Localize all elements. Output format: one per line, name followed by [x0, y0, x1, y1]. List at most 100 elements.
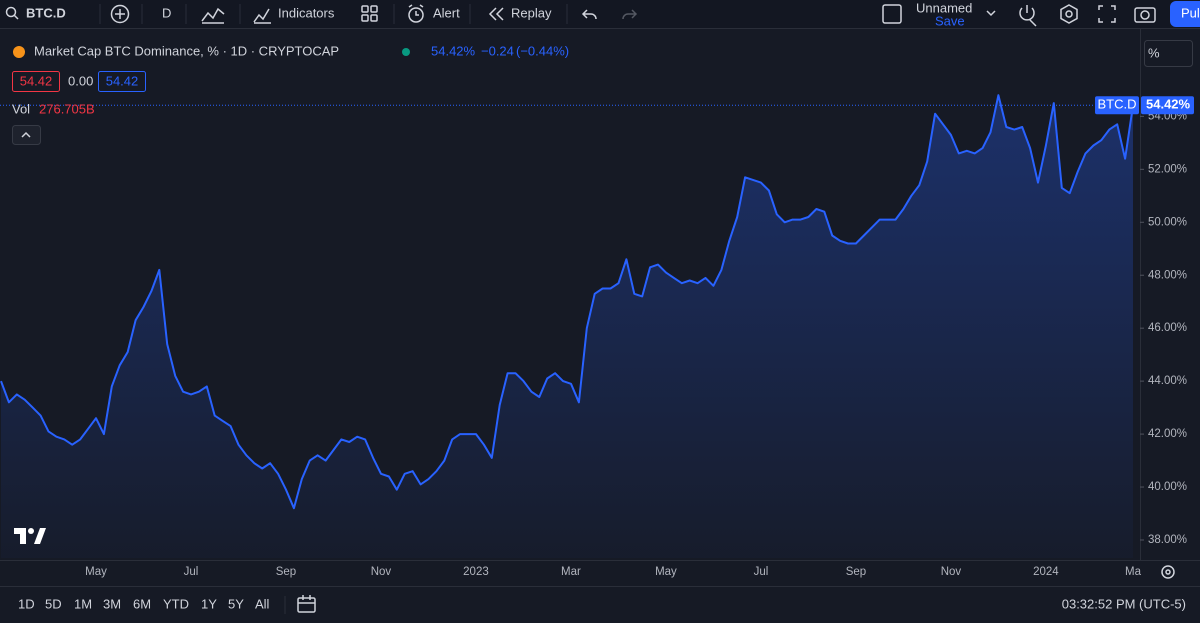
x-tick-label: Sep — [276, 566, 296, 578]
bid-box[interactable] — [12, 71, 60, 92]
publish-button[interactable]: Pul — [1170, 1, 1200, 27]
replay-button[interactable]: Replay — [488, 5, 552, 21]
last-price-tag: 54.42% — [1146, 97, 1191, 112]
indicators-button[interactable]: Indicators — [253, 5, 335, 24]
range-button[interactable]: 1Y — [201, 596, 217, 611]
y-tick-label: 52.00% — [1148, 163, 1187, 175]
grid-icon — [370, 14, 378, 22]
toolbar: BTC.D D Indicators Alert Replay — [0, 0, 1200, 29]
x-tick-label: 2024 — [1033, 566, 1059, 578]
checkbox[interactable] — [882, 4, 902, 24]
last-price-tag-bg — [1141, 96, 1194, 115]
search-icon — [13, 14, 19, 20]
snapshot-icon — [1140, 10, 1150, 20]
layout-menu[interactable]: Unnamed Save — [916, 0, 996, 28]
area-fill — [1, 95, 1133, 558]
legend: Market Cap BTC Dominance, % · 1D · CRYPT… — [12, 43, 569, 145]
x-tick-label: Jul — [184, 566, 199, 578]
x-tick-label: Mar — [561, 566, 581, 578]
y-tick-label: 48.00% — [1148, 269, 1187, 281]
search-icon — [5, 6, 17, 18]
change-percent: (−0.44%) — [516, 43, 569, 58]
chart-type-icon[interactable] — [201, 7, 225, 24]
axes: 38.00% 40.00% 42.00% 44.00% 46.00% 48.00% 50.0… — [85, 96, 1194, 578]
settings-icon[interactable] — [1060, 4, 1078, 24]
x-tick-label: Nov — [941, 566, 962, 578]
chevron-up — [21, 131, 31, 138]
spread: 0.00 — [68, 73, 93, 88]
plus-icon — [110, 4, 130, 24]
x-tick-label: May — [85, 566, 107, 578]
calendar-icon — [297, 597, 316, 613]
y-tick-label: 44.00% — [1148, 375, 1187, 387]
status-dot — [402, 48, 410, 56]
replay-label: Replay — [511, 5, 552, 20]
axis-settings[interactable] — [1161, 565, 1175, 579]
logo-shape — [34, 528, 46, 544]
volume-value: 276.705B — [39, 101, 95, 116]
symbol-search[interactable]: BTC.D — [5, 5, 66, 20]
range-button[interactable]: 6M — [133, 596, 151, 611]
gear-icon — [1165, 569, 1171, 575]
range-button[interactable]: 1D — [18, 596, 35, 611]
range-button[interactable]: 3M — [103, 596, 121, 611]
indicators-label: Indicators — [278, 5, 335, 20]
x-tick-label: Ma — [1125, 566, 1142, 578]
x-tick-label: 2023 — [463, 566, 489, 578]
scale-mode-button[interactable] — [1144, 40, 1193, 67]
alert-button[interactable]: Alert — [408, 4, 460, 23]
range-button[interactable]: YTD — [163, 596, 189, 611]
legend-title: Market Cap BTC Dominance, % · 1D · CRYPT… — [34, 43, 339, 58]
volume-label: Vol — [12, 101, 30, 116]
change: −0.24 — [481, 43, 514, 58]
layout-name: Unnamed — [916, 0, 972, 15]
ask-box[interactable] — [98, 71, 146, 92]
indicators-icon — [253, 8, 271, 24]
x-tick-label: Nov — [371, 566, 392, 578]
symbol-tag-bg — [1095, 96, 1139, 115]
chevron-icon — [986, 10, 996, 17]
toolbar-bg — [0, 0, 1200, 28]
range-button[interactable]: 1M — [74, 596, 92, 611]
replay-icon — [488, 7, 504, 21]
ask: 54.42 — [106, 73, 139, 88]
fullscreen-icon[interactable] — [1098, 5, 1116, 23]
redo-icon[interactable] — [622, 9, 638, 20]
publish-bg — [1170, 1, 1200, 27]
bid: 54.42 — [20, 73, 53, 88]
interval[interactable]: D — [162, 5, 171, 20]
undo-icon[interactable] — [581, 9, 597, 20]
templates-button[interactable] — [361, 5, 378, 22]
grid-icon — [361, 14, 369, 22]
date-range-button[interactable] — [297, 595, 316, 613]
snapshot-icon[interactable] — [1134, 7, 1156, 23]
area-line — [0, 94, 1134, 510]
y-tick-label: 38.00% — [1148, 534, 1187, 546]
symbol-tag: BTC.D — [1098, 97, 1137, 112]
collapse-button[interactable] — [12, 125, 41, 145]
range-button[interactable]: All — [255, 596, 270, 611]
logo-shape — [28, 528, 34, 534]
y-tick-label: 46.00% — [1148, 322, 1187, 334]
symbol: BTC.D — [26, 5, 66, 20]
alert-label: Alert — [433, 5, 460, 20]
compare-button[interactable] — [110, 4, 130, 24]
grid-icon — [361, 5, 369, 13]
coin-icon — [13, 46, 25, 58]
range-buttons: 1D 5D 1M 3M 6M YTD 1Y 5Y All — [18, 596, 270, 611]
clock: 03:32:52 PM (UTC-5) — [1062, 596, 1186, 611]
last-value: 54.42% — [431, 43, 476, 58]
gear-icon — [1161, 565, 1175, 579]
range-button[interactable]: 5D — [45, 596, 62, 611]
plot-area — [0, 94, 1140, 558]
y-tick-label: 50.00% — [1148, 216, 1187, 228]
x-tick-label: Jul — [754, 566, 769, 578]
alert-icon — [408, 7, 424, 23]
x-tick-label: May — [655, 566, 677, 578]
plus-icon — [115, 9, 125, 19]
range-button[interactable]: 5Y — [228, 596, 244, 611]
alert-icon — [408, 4, 424, 16]
quick-search-icon[interactable] — [1019, 5, 1037, 27]
settings-icon — [1065, 10, 1073, 18]
